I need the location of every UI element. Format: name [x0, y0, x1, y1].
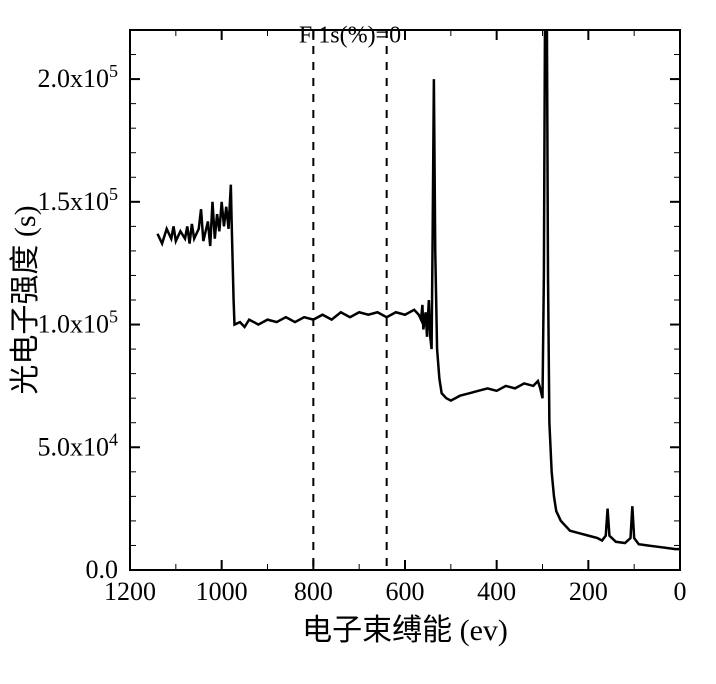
- x-tick-label: 400: [477, 577, 516, 606]
- y-tick-label: 1.5x105: [38, 184, 119, 216]
- x-tick-label: 200: [569, 577, 608, 606]
- spectrum-series: [158, 0, 681, 549]
- x-tick-label: 600: [386, 577, 425, 606]
- x-axis-title: 电子束缚能 (ev): [302, 614, 508, 647]
- y-tick-label: 1.0x105: [38, 307, 119, 339]
- y-tick-label: 0.0: [86, 555, 119, 584]
- x-tick-label: 1000: [196, 577, 248, 606]
- y-axis-title: 光电子强度 (s): [9, 205, 42, 394]
- xps-chart: 0200400600800100012000.05.0x1041.0x1051.…: [0, 0, 716, 684]
- chart-container: 0200400600800100012000.05.0x1041.0x1051.…: [0, 0, 716, 684]
- y-tick-label: 2.0x105: [38, 61, 119, 93]
- x-tick-label: 0: [674, 577, 687, 606]
- annotation-label: F 1s(%)=0: [299, 22, 401, 48]
- y-tick-label: 5.0x104: [38, 429, 119, 461]
- x-tick-label: 800: [294, 577, 333, 606]
